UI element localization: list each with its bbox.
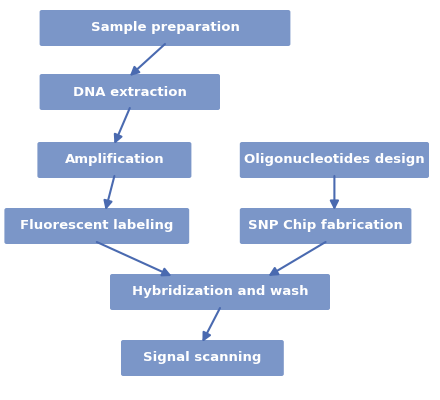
Text: DNA extraction: DNA extraction bbox=[73, 86, 187, 98]
FancyBboxPatch shape bbox=[121, 340, 284, 376]
Text: Sample preparation: Sample preparation bbox=[91, 22, 239, 34]
Text: Hybridization and wash: Hybridization and wash bbox=[132, 286, 308, 298]
FancyBboxPatch shape bbox=[37, 142, 191, 178]
Text: Signal scanning: Signal scanning bbox=[143, 352, 262, 364]
FancyBboxPatch shape bbox=[110, 274, 330, 310]
FancyBboxPatch shape bbox=[240, 208, 411, 244]
Text: Fluorescent labeling: Fluorescent labeling bbox=[20, 220, 173, 232]
FancyBboxPatch shape bbox=[40, 74, 220, 110]
FancyBboxPatch shape bbox=[4, 208, 189, 244]
FancyBboxPatch shape bbox=[240, 142, 429, 178]
Text: SNP Chip fabrication: SNP Chip fabrication bbox=[248, 220, 403, 232]
Text: Oligonucleotides design: Oligonucleotides design bbox=[244, 154, 425, 166]
Text: Amplification: Amplification bbox=[65, 154, 164, 166]
FancyBboxPatch shape bbox=[40, 10, 290, 46]
